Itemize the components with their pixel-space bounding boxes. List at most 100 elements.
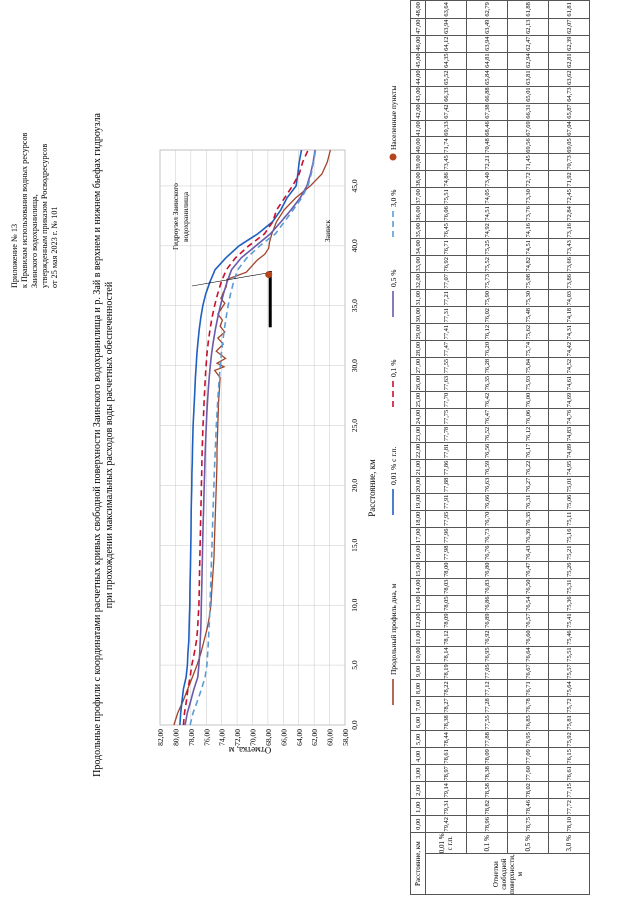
- table-value-cell: 75,52: [466, 255, 508, 273]
- x-tick-label: 15,0: [350, 539, 359, 552]
- table-value-cell: 76,95: [507, 730, 549, 748]
- series-line-3: [184, 149, 316, 726]
- table-value-cell: 65,52: [425, 69, 467, 87]
- table-distance-cell: 11,00: [410, 629, 426, 647]
- x-tick-label: 10,0: [350, 598, 359, 611]
- table-value-cell: 79,31: [425, 798, 467, 816]
- table-value-cell: 73,66: [548, 255, 590, 273]
- table-value-cell: 63,49: [466, 18, 508, 36]
- table-distance-cell: 15,00: [410, 561, 426, 579]
- y-tick-label: 82,00: [156, 729, 165, 746]
- table-value-cell: 78,09: [425, 612, 467, 630]
- table-value-cell: 75,41: [548, 612, 590, 630]
- table-header-distance: Расстояние, км: [410, 832, 426, 895]
- table-value-cell: 72,84: [548, 204, 590, 222]
- table-value-cell: 76,92: [425, 255, 467, 273]
- table-value-cell: 76,89: [466, 612, 508, 630]
- table-value-cell: 76,92: [466, 629, 508, 647]
- table-distance-cell: 44,00: [410, 69, 426, 87]
- x-tick-label: 0,0: [350, 720, 359, 730]
- table-value-cell: 77,55: [466, 713, 508, 731]
- table-value-cell: 62,13: [507, 18, 549, 36]
- table-value-cell: 78,02: [507, 781, 549, 799]
- table-row-label: 0,1 %: [466, 832, 508, 854]
- series-line-4: [189, 149, 317, 726]
- table-value-cell: 76,22: [507, 459, 549, 477]
- table-value-cell: 79,42: [425, 815, 467, 833]
- table-value-cell: 75,21: [548, 544, 590, 562]
- table-value-cell: 76,31: [507, 493, 549, 511]
- table-value-cell: 76,83: [466, 578, 508, 596]
- table-distance-cell: 43,00: [410, 86, 426, 104]
- table-value-cell: 77,98: [425, 544, 467, 562]
- table-value-cell: 76,47: [507, 561, 549, 579]
- table-value-cell: 77,78: [425, 425, 467, 443]
- table-value-cell: 63,94: [425, 18, 467, 36]
- table-distance-cell: 17,00: [410, 527, 426, 545]
- x-tick-label: 45,0: [350, 179, 359, 192]
- table-value-cell: 62,07: [548, 18, 590, 36]
- table-value-cell: 71,74: [425, 137, 467, 154]
- town-label: Заинск: [323, 220, 332, 242]
- table-value-cell: 78,19: [425, 663, 467, 680]
- table-row-label: 0,01 % с г.п.: [425, 832, 467, 854]
- table-value-cell: 64,81: [466, 52, 508, 70]
- table-value-cell: 75,36: [548, 595, 590, 613]
- table-value-cell: 78,82: [466, 798, 508, 816]
- table-value-cell: 76,06: [507, 408, 549, 426]
- table-value-cell: 76,02: [466, 306, 508, 324]
- table-value-cell: 76,28: [466, 357, 508, 375]
- x-tick-label: 40,0: [350, 239, 359, 252]
- table-value-cell: 77,47: [425, 340, 467, 358]
- table-distance-cell: 19,00: [410, 493, 426, 511]
- table-value-cell: 77,72: [548, 798, 590, 816]
- table-distance-cell: 21,00: [410, 459, 426, 477]
- table-value-cell: 76,50: [507, 578, 549, 596]
- table-value-cell: 78,00: [425, 561, 467, 579]
- table-value-cell: 62,47: [507, 35, 549, 53]
- table-value-cell: 74,89: [548, 442, 590, 460]
- table-value-cell: 74,05: [466, 187, 508, 205]
- legend-label-0: Продольный профиль дна, м: [389, 583, 398, 675]
- chart-grid: [159, 149, 346, 726]
- table-value-cell: 75,01: [548, 476, 590, 494]
- table-value-cell: 77,21: [425, 289, 467, 307]
- table-distance-cell: 47,00: [410, 18, 426, 36]
- table-value-cell: 72,21: [466, 153, 508, 171]
- table-value-cell: 74,76: [548, 408, 590, 426]
- table-value-cell: 75,30: [507, 289, 549, 307]
- x-tick-label: 5,0: [350, 660, 359, 670]
- table-value-cell: 78,38: [425, 713, 467, 731]
- table-value-cell: 76,78: [507, 696, 549, 714]
- table-value-cell: 77,05: [466, 663, 508, 680]
- table-value-cell: 64,73: [548, 86, 590, 104]
- table-value-cell: 77,60: [507, 764, 549, 782]
- table-distance-cell: 24,00: [410, 408, 426, 426]
- table-value-cell: 78,96: [466, 815, 508, 833]
- table-value-cell: 62,94: [507, 52, 549, 70]
- table-value-cell: 76,17: [507, 442, 549, 460]
- legend-town-label: Населенные пункты: [389, 86, 398, 150]
- table-value-cell: 78,27: [425, 696, 467, 714]
- table-distance-cell: 37,00: [410, 187, 426, 205]
- table-value-cell: 76,66: [466, 493, 508, 511]
- table-distance-cell: 9,00: [410, 663, 426, 680]
- table-value-cell: 78,61: [425, 747, 467, 765]
- table-value-cell: 67,42: [425, 103, 467, 121]
- table-distance-cell: 28,00: [410, 340, 426, 358]
- table-value-cell: 77,95: [425, 510, 467, 528]
- table-distance-cell: 10,00: [410, 646, 426, 664]
- table-value-cell: 75,31: [548, 578, 590, 596]
- y-tick-label: 58,00: [341, 729, 350, 746]
- table-distance-cell: 8,00: [410, 680, 426, 697]
- table-value-cell: 76,56: [466, 442, 508, 460]
- table-value-cell: 78,14: [425, 646, 467, 664]
- series-line-0: [173, 149, 332, 726]
- legend-label-4: 3,0 %: [389, 190, 398, 208]
- table-value-cell: 76,45: [425, 221, 467, 239]
- y-tick-label: 80,00: [171, 729, 180, 746]
- table-distance-cell: 42,00: [410, 103, 426, 121]
- table-value-cell: 76,67: [507, 663, 549, 680]
- table-value-cell: 64,12: [425, 35, 467, 53]
- table-value-cell: 63,62: [548, 69, 590, 87]
